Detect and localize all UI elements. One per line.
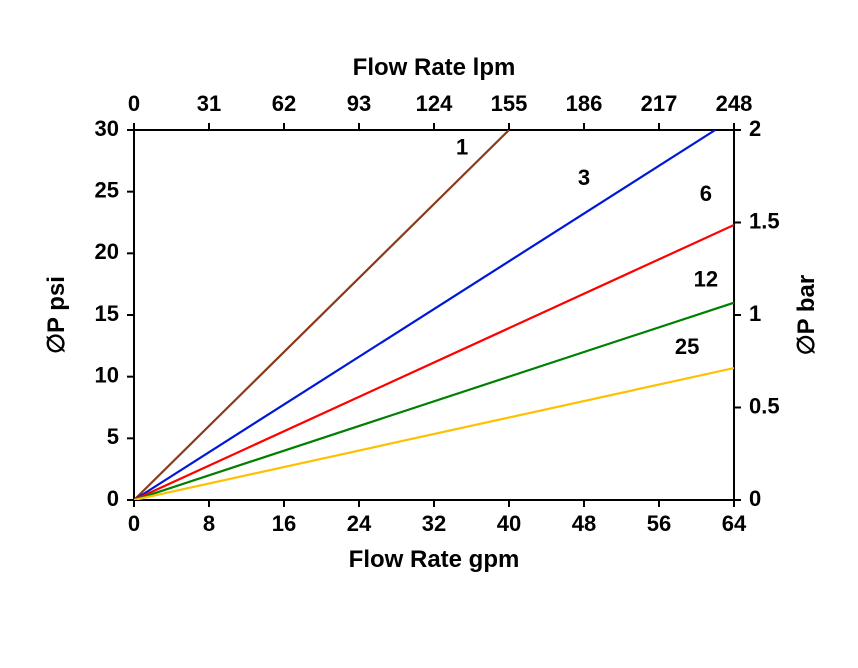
tick-label-left: 20 (95, 239, 119, 264)
tick-label-left: 10 (95, 362, 119, 387)
pressure-flow-chart: 13612250816243240485664Flow Rate gpm0316… (0, 0, 858, 668)
axis-right-title: ∅P bar (793, 275, 820, 356)
tick-label-right: 0.5 (749, 393, 780, 418)
tick-label-bottom: 32 (422, 511, 446, 536)
series-label: 25 (675, 334, 699, 359)
tick-label-top: 62 (272, 91, 296, 116)
tick-label-top: 248 (716, 91, 753, 116)
tick-label-bottom: 64 (722, 511, 747, 536)
tick-label-left: 30 (95, 116, 119, 141)
tick-label-bottom: 16 (272, 511, 296, 536)
tick-label-top: 93 (347, 91, 371, 116)
tick-label-top: 217 (641, 91, 678, 116)
tick-label-right: 1.5 (749, 208, 780, 233)
tick-label-top: 31 (197, 91, 221, 116)
series-label: 1 (456, 134, 468, 159)
tick-label-bottom: 24 (347, 511, 372, 536)
tick-label-left: 15 (95, 301, 119, 326)
tick-label-top: 124 (416, 91, 453, 116)
tick-label-bottom: 40 (497, 511, 521, 536)
tick-label-bottom: 8 (203, 511, 215, 536)
tick-label-left: 0 (107, 486, 119, 511)
tick-label-left: 5 (107, 424, 119, 449)
series-label: 6 (700, 181, 712, 206)
tick-label-top: 0 (128, 91, 140, 116)
tick-label-right: 0 (749, 486, 761, 511)
tick-label-top: 186 (566, 91, 603, 116)
chart-svg: 13612250816243240485664Flow Rate gpm0316… (0, 0, 858, 668)
series-label: 3 (578, 165, 590, 190)
tick-label-right: 1 (749, 301, 761, 326)
tick-label-bottom: 48 (572, 511, 596, 536)
axis-left-title: ∅P psi (43, 276, 70, 354)
axis-top-title: Flow Rate lpm (353, 54, 516, 81)
tick-label-right: 2 (749, 116, 761, 141)
tick-label-left: 25 (95, 177, 119, 202)
tick-label-bottom: 56 (647, 511, 671, 536)
tick-label-top: 155 (491, 91, 528, 116)
tick-label-bottom: 0 (128, 511, 140, 536)
axis-bottom-title: Flow Rate gpm (349, 546, 520, 573)
series-label: 12 (694, 266, 718, 291)
